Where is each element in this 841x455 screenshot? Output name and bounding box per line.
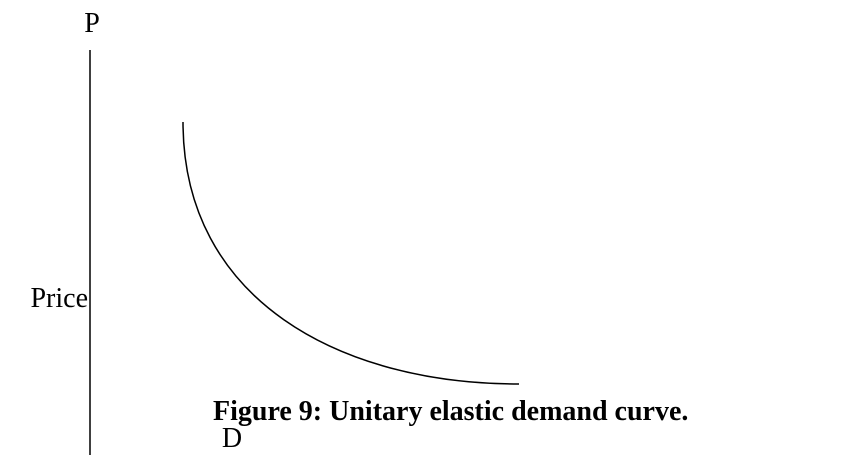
demand-curve xyxy=(182,121,520,385)
axis-title: Price xyxy=(30,283,88,314)
caption: Figure 9: Unitary elastic demand curve. xyxy=(213,396,688,427)
axis-label: P xyxy=(84,8,100,39)
curve-label: D xyxy=(222,423,242,454)
